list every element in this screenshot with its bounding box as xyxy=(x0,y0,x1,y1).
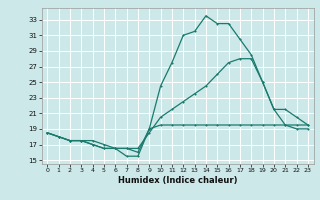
X-axis label: Humidex (Indice chaleur): Humidex (Indice chaleur) xyxy=(118,176,237,185)
